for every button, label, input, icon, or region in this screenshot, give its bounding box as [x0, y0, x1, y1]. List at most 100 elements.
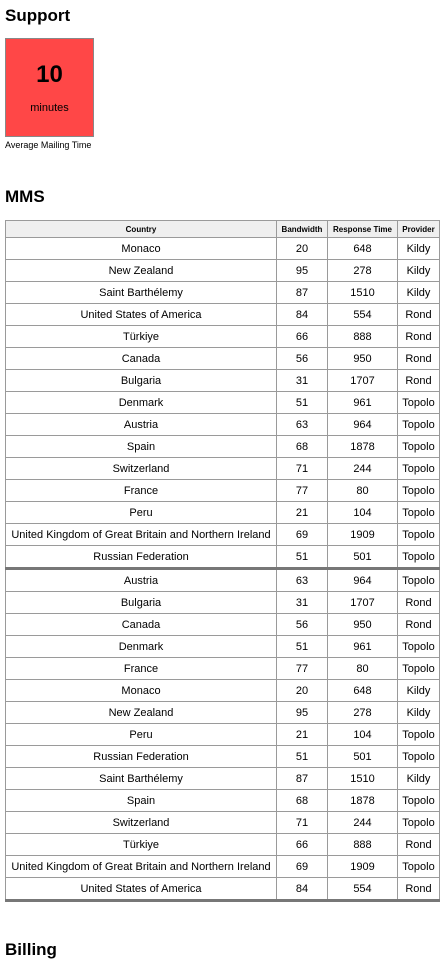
bandwidth-cell: 71	[276, 457, 328, 480]
country-cell: Saint Barthélemy	[5, 281, 277, 304]
provider-cell: Kildy	[397, 281, 440, 304]
response-time-cell: 1909	[327, 855, 398, 878]
country-cell: Spain	[5, 435, 277, 458]
response-time-cell: 1909	[327, 523, 398, 546]
country-cell: Türkiye	[5, 325, 277, 348]
table-row: United States of America 84 554 Rond	[5, 303, 440, 326]
country-cell: Switzerland	[5, 457, 277, 480]
table-row: United States of America 84 554 Rond	[5, 877, 440, 902]
table-row: France 77 80 Topolo	[5, 657, 440, 680]
average-mailing-time-tile: 10 minutes	[5, 38, 94, 137]
bandwidth-cell: 71	[276, 811, 328, 834]
response-time-cell: 80	[327, 657, 398, 680]
bandwidth-cell: 21	[276, 501, 328, 524]
table-row: Russian Federation 51 501 Topolo	[5, 545, 440, 569]
bandwidth-cell: 95	[276, 701, 328, 724]
bandwidth-cell: 69	[276, 523, 328, 546]
bandwidth-cell: 69	[276, 855, 328, 878]
table-row: Bulgaria 31 1707 Rond	[5, 591, 440, 614]
bandwidth-cell: 51	[276, 635, 328, 658]
provider-cell: Rond	[397, 369, 440, 392]
bandwidth-cell: 51	[276, 745, 328, 768]
table-row: Saint Barthélemy 87 1510 Kildy	[5, 281, 440, 304]
response-time-cell: 554	[327, 303, 398, 326]
provider-cell: Rond	[397, 613, 440, 636]
mms-table-body: Monaco 20 648 Kildy New Zealand 95 278 Kildy Sai…	[5, 237, 440, 902]
bandwidth-cell: 31	[276, 591, 328, 614]
bandwidth-cell: 95	[276, 259, 328, 282]
mms-table: Country Bandwidth Response Time Provider…	[5, 220, 440, 902]
provider-cell: Kildy	[397, 679, 440, 702]
response-time-cell: 501	[327, 745, 398, 768]
table-row: Switzerland 71 244 Topolo	[5, 457, 440, 480]
country-cell: Russian Federation	[5, 545, 277, 569]
provider-cell: Topolo	[397, 745, 440, 768]
bandwidth-cell: 63	[276, 413, 328, 436]
kpi-value: 10	[36, 61, 63, 88]
column-header-country: Country	[5, 220, 277, 238]
country-cell: United Kingdom of Great Britain and Nort…	[5, 523, 277, 546]
response-time-cell: 244	[327, 811, 398, 834]
country-cell: France	[5, 479, 277, 502]
country-cell: United States of America	[5, 303, 277, 326]
response-time-cell: 501	[327, 545, 398, 569]
table-header-row: Country Bandwidth Response Time Provider	[5, 220, 440, 238]
table-row: Denmark 51 961 Topolo	[5, 635, 440, 658]
column-header-response-time: Response Time	[327, 220, 398, 238]
column-header-bandwidth: Bandwidth	[276, 220, 328, 238]
country-cell: Austria	[5, 567, 277, 592]
kpi-caption: Average Mailing Time	[5, 140, 92, 150]
country-cell: Denmark	[5, 635, 277, 658]
table-row: Russian Federation 51 501 Topolo	[5, 745, 440, 768]
country-cell: Bulgaria	[5, 591, 277, 614]
table-row: New Zealand 95 278 Kildy	[5, 259, 440, 282]
bandwidth-cell: 51	[276, 391, 328, 414]
bandwidth-cell: 84	[276, 303, 328, 326]
provider-cell: Rond	[397, 877, 440, 902]
table-row: Austria 63 964 Topolo	[5, 413, 440, 436]
table-row: Saint Barthélemy 87 1510 Kildy	[5, 767, 440, 790]
provider-cell: Topolo	[397, 723, 440, 746]
response-time-cell: 104	[327, 723, 398, 746]
country-cell: Monaco	[5, 237, 277, 260]
response-time-cell: 1878	[327, 789, 398, 812]
response-time-cell: 950	[327, 347, 398, 370]
country-cell: Russian Federation	[5, 745, 277, 768]
table-row: United Kingdom of Great Britain and Nort…	[5, 523, 440, 546]
table-row: France 77 80 Topolo	[5, 479, 440, 502]
country-cell: Spain	[5, 789, 277, 812]
provider-cell: Topolo	[397, 567, 440, 592]
table-row: Monaco 20 648 Kildy	[5, 237, 440, 260]
response-time-cell: 648	[327, 679, 398, 702]
table-row: Denmark 51 961 Topolo	[5, 391, 440, 414]
response-time-cell: 278	[327, 259, 398, 282]
country-cell: France	[5, 657, 277, 680]
response-time-cell: 1510	[327, 281, 398, 304]
country-cell: New Zealand	[5, 259, 277, 282]
bandwidth-cell: 84	[276, 877, 328, 902]
mms-table-container: Country Bandwidth Response Time Provider…	[5, 220, 440, 902]
response-time-cell: 888	[327, 833, 398, 856]
bandwidth-cell: 66	[276, 833, 328, 856]
bandwidth-cell: 56	[276, 347, 328, 370]
response-time-cell: 1707	[327, 369, 398, 392]
country-cell: Denmark	[5, 391, 277, 414]
response-time-cell: 950	[327, 613, 398, 636]
response-time-cell: 964	[327, 413, 398, 436]
bandwidth-cell: 56	[276, 613, 328, 636]
provider-cell: Topolo	[397, 457, 440, 480]
provider-cell: Rond	[397, 833, 440, 856]
table-row: Spain 68 1878 Topolo	[5, 435, 440, 458]
table-row: Spain 68 1878 Topolo	[5, 789, 440, 812]
response-time-cell: 104	[327, 501, 398, 524]
provider-cell: Rond	[397, 347, 440, 370]
table-row: New Zealand 95 278 Kildy	[5, 701, 440, 724]
response-time-cell: 80	[327, 479, 398, 502]
bandwidth-cell: 21	[276, 723, 328, 746]
bandwidth-cell: 68	[276, 789, 328, 812]
country-cell: Peru	[5, 501, 277, 524]
provider-cell: Topolo	[397, 811, 440, 834]
column-header-provider: Provider	[397, 220, 440, 238]
table-row: Peru 21 104 Topolo	[5, 501, 440, 524]
table-row: Türkiye 66 888 Rond	[5, 833, 440, 856]
